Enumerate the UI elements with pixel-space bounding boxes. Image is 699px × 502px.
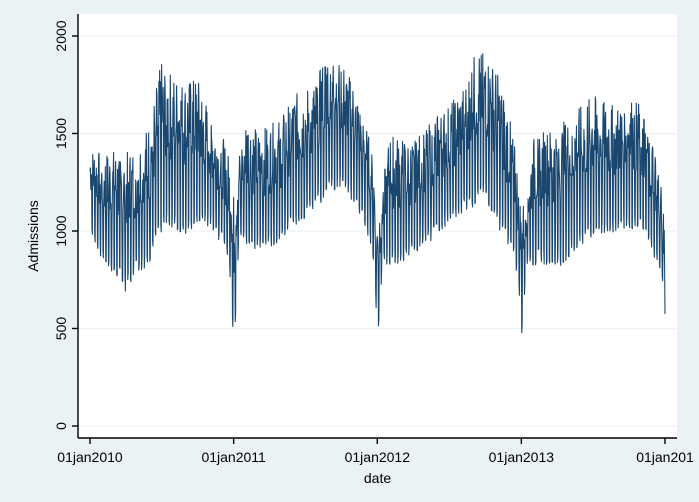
series-line — [89, 53, 666, 334]
y-tick-label: 2000 — [53, 20, 69, 51]
y-tick-label: 1500 — [53, 118, 69, 149]
x-tick-label: 01jan2012 — [345, 449, 411, 465]
plot-area — [78, 14, 677, 438]
y-tick-label: 1000 — [53, 215, 69, 246]
y-tick-label: 0 — [53, 422, 69, 430]
x-tick-label: 01jan2013 — [489, 449, 555, 465]
series-layer — [89, 53, 666, 334]
x-tick-label: 01jan2010 — [57, 449, 123, 465]
axes: 0 500 1000 1500 2000 01jan2010 01jan2011 01jan2… — [53, 14, 694, 465]
y-tick-label: 500 — [53, 317, 69, 341]
x-axis-label: date — [364, 470, 391, 486]
x-tick-label: 01jan201 — [636, 449, 694, 465]
x-tick-label: 01jan2011 — [201, 449, 266, 465]
y-axis-label: Admissions — [25, 200, 41, 272]
